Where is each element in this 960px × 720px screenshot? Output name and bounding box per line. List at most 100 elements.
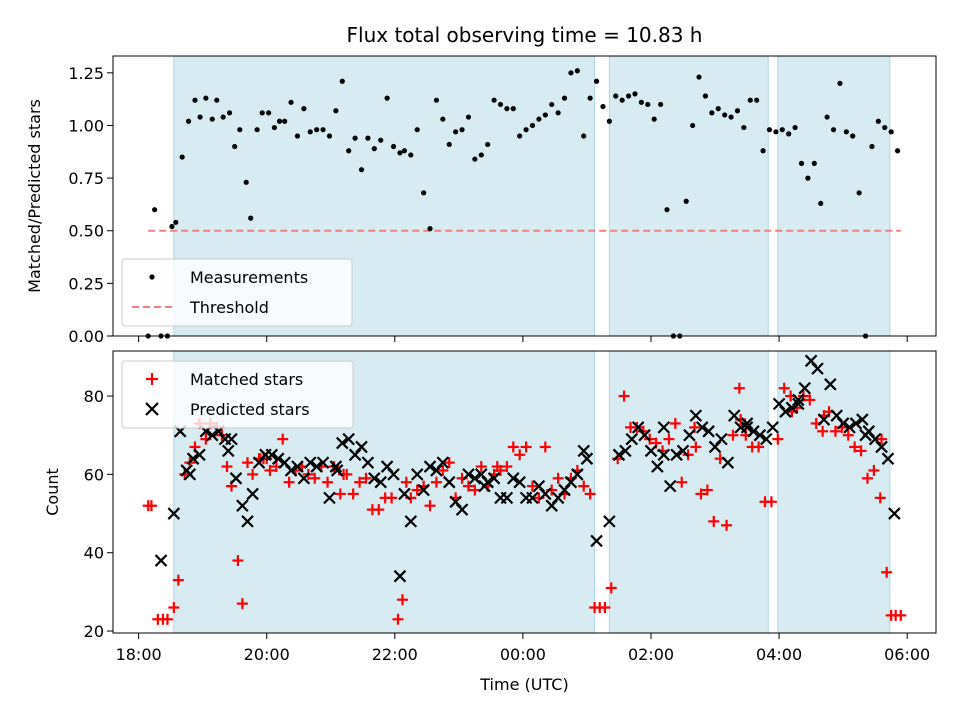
bottom-axes-frame xyxy=(112,350,937,634)
measurement-point xyxy=(179,154,185,160)
matched-star-point xyxy=(753,441,765,453)
measurement-point xyxy=(818,200,824,206)
measurement-point xyxy=(440,116,446,122)
matched-star-point xyxy=(527,480,539,492)
predicted-star-point xyxy=(779,405,792,418)
measurement-point xyxy=(760,148,766,154)
matched-star-point xyxy=(501,461,513,473)
predicted-star-point xyxy=(619,444,632,458)
measurement-point xyxy=(728,114,734,120)
predicted-star-point xyxy=(577,444,591,458)
legend-matched-label: Matched stars xyxy=(190,370,303,389)
matched-star-point xyxy=(599,602,611,614)
predicted-star-point xyxy=(727,409,741,422)
predicted-star-point xyxy=(297,472,311,485)
matched-star-point xyxy=(578,480,590,492)
matched-star-point xyxy=(172,574,184,586)
predicted-star-point xyxy=(284,464,298,477)
measurement-point xyxy=(786,131,792,137)
predicted-star-point xyxy=(387,468,400,481)
predicted-star-point xyxy=(393,569,407,583)
matched-star-point xyxy=(386,492,398,504)
measurement-point xyxy=(574,68,580,74)
measurement-point xyxy=(346,148,352,154)
matched-star-point xyxy=(462,480,474,492)
measurement-point xyxy=(397,150,403,156)
measurement-point xyxy=(773,129,779,135)
observing-window-2 xyxy=(608,55,769,337)
measurement-point xyxy=(266,110,272,116)
measurement-point xyxy=(326,133,333,139)
predicted-star-point xyxy=(225,432,238,446)
measurement-point xyxy=(371,146,377,152)
predicted-star-point xyxy=(683,428,696,442)
measurement-point xyxy=(209,116,215,122)
legend-measurements-label: Measurements xyxy=(190,268,308,287)
measurement-point xyxy=(378,137,384,143)
measurement-point xyxy=(226,110,233,116)
predicted-star-point xyxy=(603,515,616,528)
matched-star-point xyxy=(430,476,442,488)
matched-star-point xyxy=(475,461,487,473)
measurement-point xyxy=(203,95,209,101)
measurement-point xyxy=(811,160,817,166)
predicted-star-point xyxy=(638,428,651,442)
measurement-point xyxy=(453,129,459,135)
predicted-star-point xyxy=(856,413,869,426)
measurement-point xyxy=(741,124,747,131)
top-legend: Measurements Threshold xyxy=(121,258,353,327)
predicted-star-point xyxy=(715,432,728,446)
measurement-point xyxy=(690,122,696,129)
predicted-star-point xyxy=(811,362,824,375)
measurement-point xyxy=(421,190,427,196)
measurement-point xyxy=(333,108,339,114)
predicted-star-point xyxy=(798,381,811,395)
measurement-point xyxy=(734,108,741,114)
matched-star-point xyxy=(520,441,532,453)
bottom-y-tick-label: 60 xyxy=(84,465,104,484)
measurement-point xyxy=(619,97,625,103)
predicted-star-point xyxy=(167,507,181,520)
predicted-star-point xyxy=(368,472,381,485)
measurement-point xyxy=(282,118,288,124)
matched-star-point xyxy=(221,461,233,473)
measurement-point xyxy=(779,127,785,133)
matched-star-point xyxy=(424,500,436,512)
predicted-star-point xyxy=(644,444,658,458)
measurement-point xyxy=(606,118,612,124)
measurement-point xyxy=(504,106,510,112)
matched-star-point xyxy=(354,476,366,488)
measurement-point xyxy=(561,95,568,101)
bottom-y-tick-label: 40 xyxy=(84,544,104,563)
predicted-star-point xyxy=(670,448,683,462)
predicted-star-point xyxy=(792,397,805,411)
bottom-y-ticks: 20 40 60 80 xyxy=(84,387,113,641)
matched-star-point xyxy=(804,394,816,406)
top-y-tick-label: 0.25 xyxy=(68,274,104,293)
measurement-point xyxy=(294,133,301,139)
predicted-star-point xyxy=(342,432,355,446)
measurement-point xyxy=(888,129,894,135)
matched-star-point xyxy=(145,500,157,512)
predicted-star-point xyxy=(193,448,206,462)
matched-star-point xyxy=(264,464,276,476)
predicted-star-point xyxy=(303,456,317,469)
measurement-point xyxy=(792,124,798,131)
predicted-star-point xyxy=(859,428,872,442)
predicted-star-point xyxy=(612,448,626,462)
measurement-point xyxy=(185,118,192,124)
top-y-ticks: 0.00 0.25 0.50 0.75 1.00 1.25 xyxy=(68,64,113,346)
matched-star-point xyxy=(861,472,873,484)
x-tick-label: 20:00 xyxy=(244,645,290,664)
measurement-point xyxy=(754,97,760,103)
predicted-star-point xyxy=(513,475,526,489)
matched-star-point xyxy=(605,582,617,594)
measurement-point xyxy=(478,152,484,158)
top-y-tick-label: 1.25 xyxy=(68,64,104,83)
predicted-star-point xyxy=(836,417,850,430)
measurement-point xyxy=(414,127,420,133)
predicted-star-point xyxy=(759,432,773,446)
matched-star-point xyxy=(283,476,295,488)
measurement-point xyxy=(625,93,632,99)
predicted-star-point xyxy=(323,491,336,505)
